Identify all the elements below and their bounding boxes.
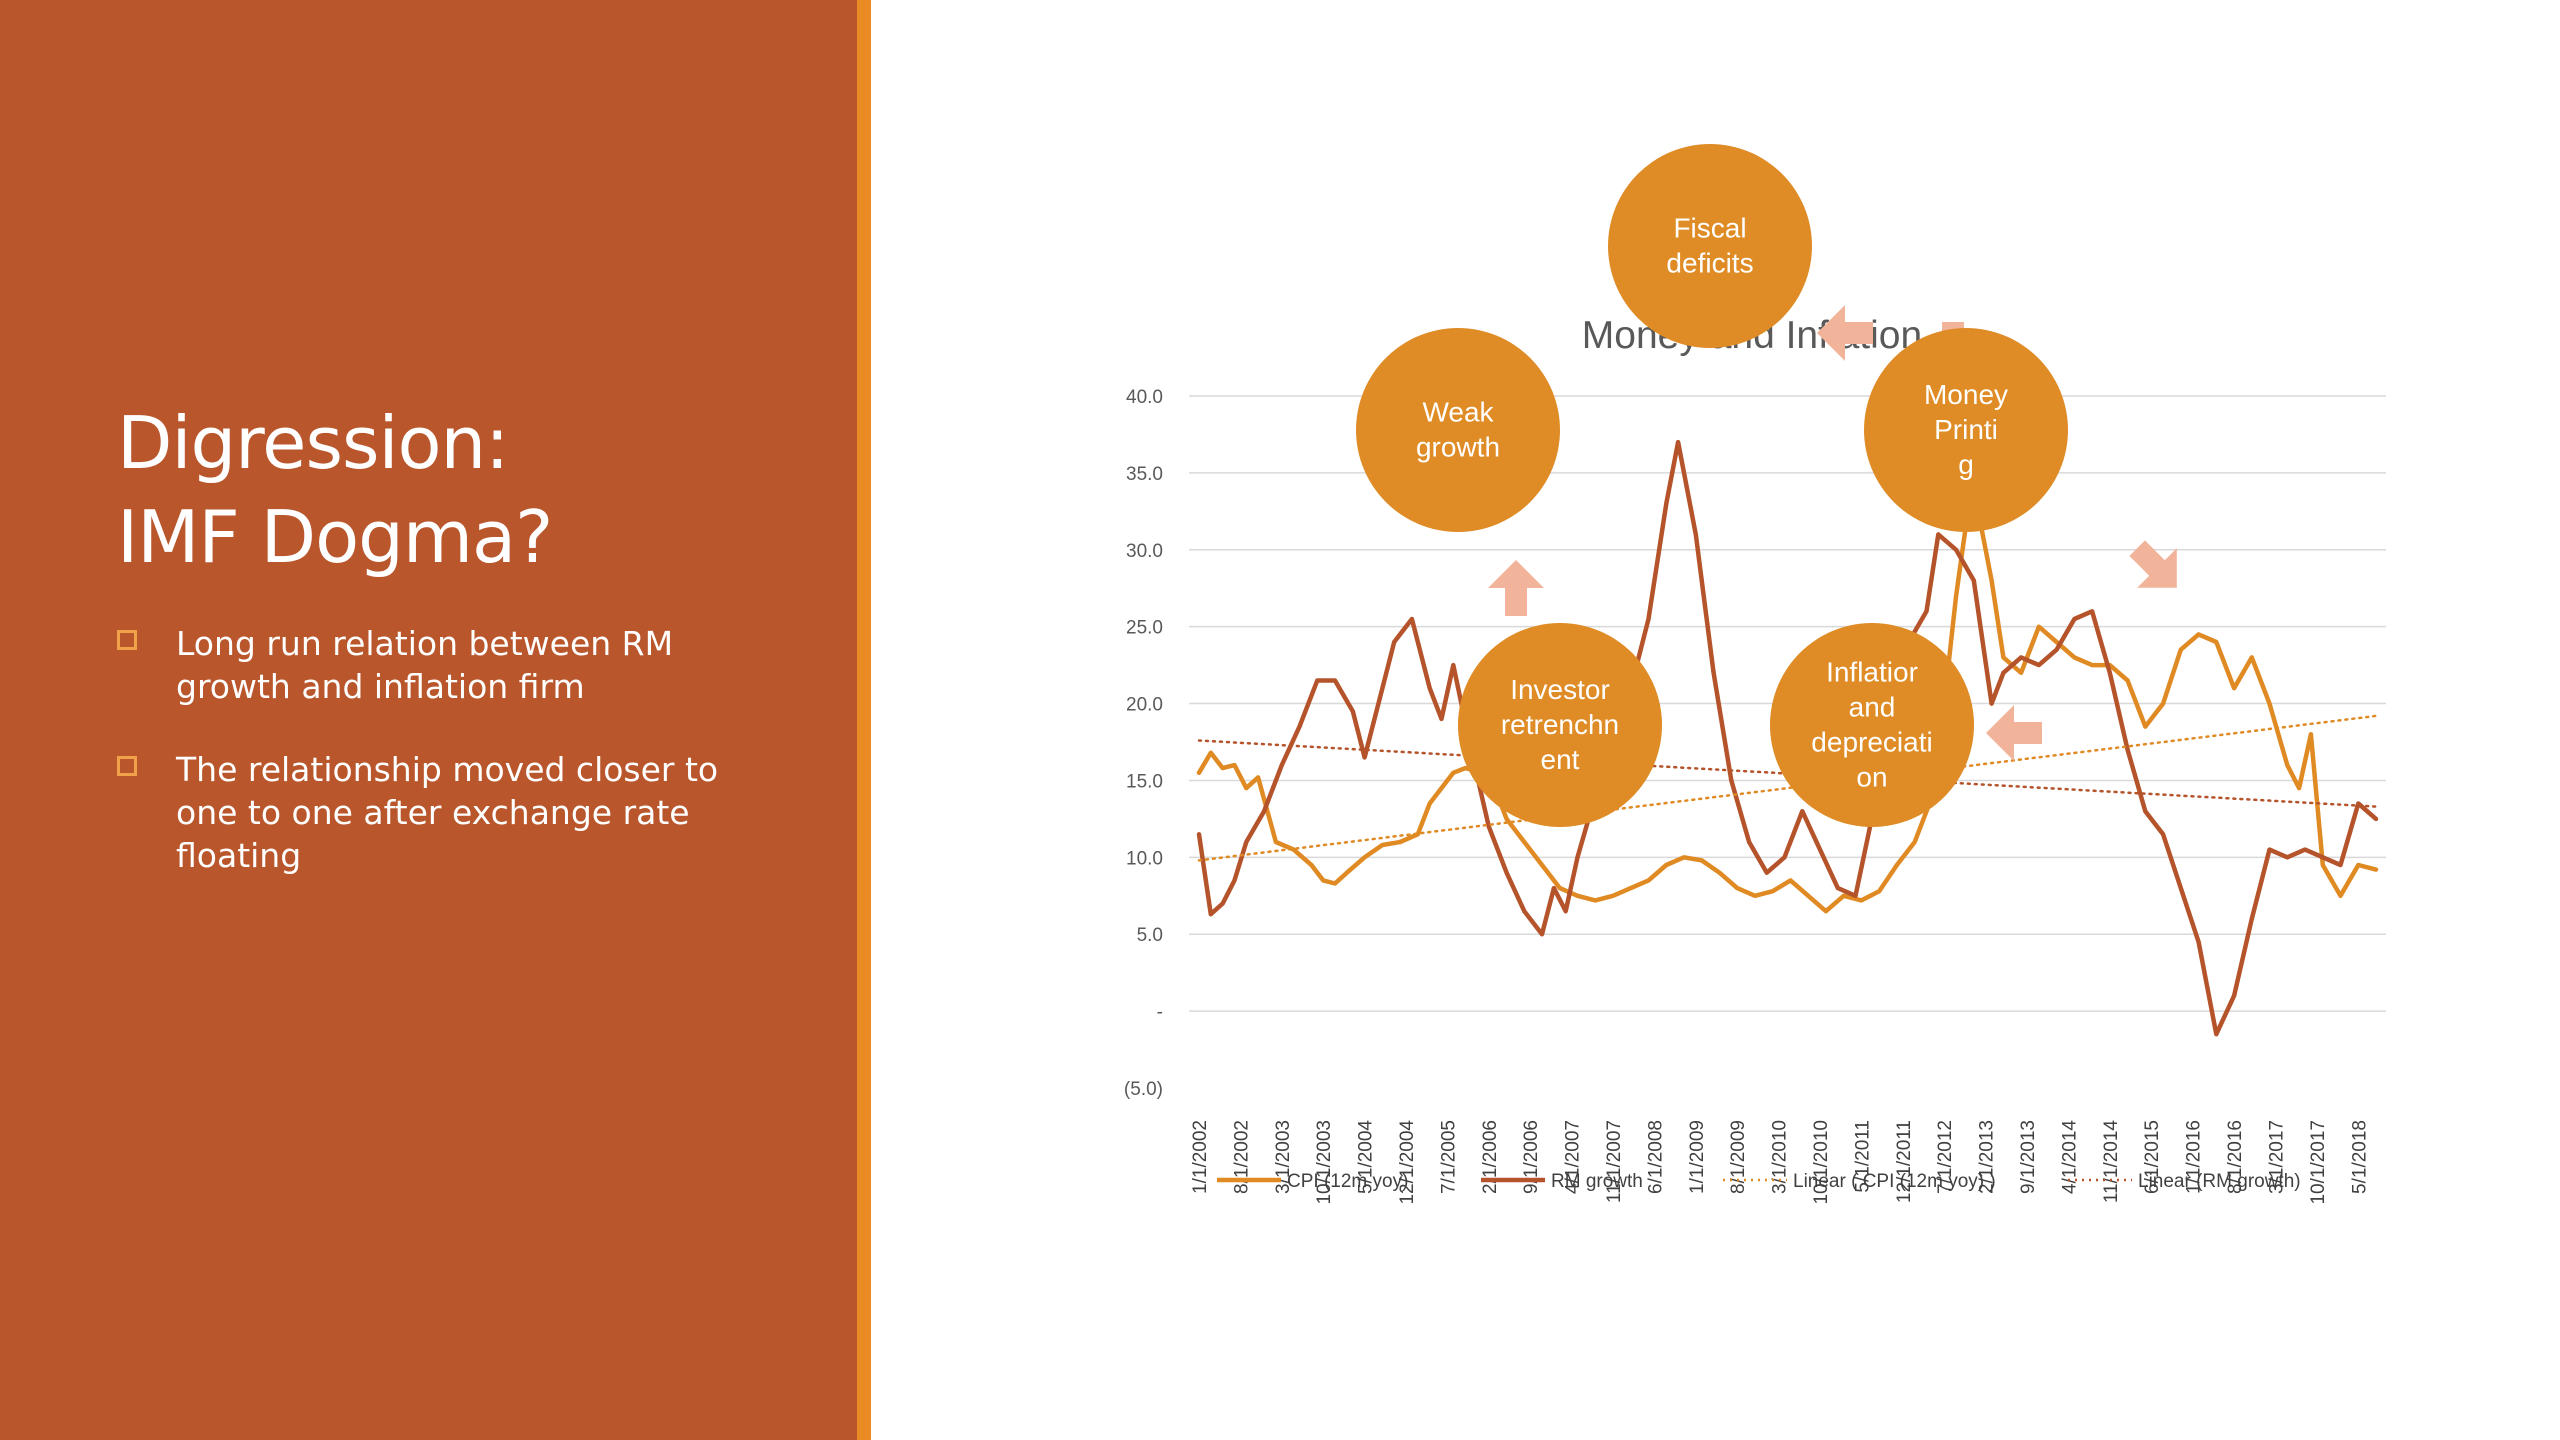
- x-tick-label: 8/1/2009: [1728, 1120, 1749, 1194]
- y-tick-label: (5.0): [1124, 1079, 1163, 1100]
- x-tick-label: 1/1/2009: [1687, 1120, 1708, 1194]
- bullet-item: The relationship moved closer to one to …: [117, 748, 757, 877]
- x-tick-label: 10/1/2017: [2308, 1120, 2329, 1205]
- cycle-node-label: depreciati: [1811, 727, 1932, 758]
- slide-title: Digression: IMF Dogma?: [117, 396, 817, 584]
- x-tick-label: 11/1/2014: [2101, 1120, 2122, 1204]
- slide-title-line-2: IMF Dogma?: [117, 495, 553, 579]
- x-axis-ticks: 1/1/2002 8/1/2002 3/1/2003 10/1/2003 5/1/200…: [1190, 1120, 2370, 1205]
- x-tick-label: 6/1/2015: [2142, 1120, 2163, 1194]
- bullet-list: Long run relation between RM growth and …: [117, 622, 757, 917]
- x-tick-label: 2/1/2013: [1977, 1120, 1998, 1194]
- x-tick-label: 1/1/2002: [1190, 1120, 1211, 1194]
- x-tick-label: 7/1/2012: [1935, 1120, 1956, 1194]
- bullet-text: The relationship moved closer to one to …: [176, 750, 719, 875]
- y-axis-ticks: 40.0 35.0 30.0 25.0 20.0 15.0 10.0 5.0 - (5.0): [1124, 387, 1163, 1100]
- x-tick-label: 5/1/2004: [1356, 1120, 1377, 1194]
- y-tick-label: 10.0: [1126, 848, 1163, 869]
- cycle-node-label: Fiscal: [1673, 213, 1746, 244]
- slide-title-line-1: Digression:: [117, 401, 509, 485]
- cycle-node-label: deficits: [1666, 248, 1753, 279]
- cycle-node-label: Weak: [1422, 397, 1494, 428]
- checkbox-bullet-icon: [117, 630, 137, 650]
- cycle-arrow-icon: [2129, 540, 2177, 588]
- chart-area: 40.0 35.0 30.0 25.0 20.0 15.0 10.0 5.0 - (5.0) 1/…: [871, 0, 2560, 1440]
- x-tick-label: 4/1/2014: [2059, 1120, 2080, 1194]
- x-tick-label: 7/1/2005: [1438, 1120, 1459, 1194]
- cycle-node-label: growth: [1416, 432, 1500, 463]
- bullet-text: Long run relation between RM growth and …: [176, 624, 674, 706]
- cycle-arrows: [1488, 305, 2177, 761]
- x-tick-label: 6/1/2008: [1645, 1120, 1666, 1194]
- x-tick-label: 3/1/2010: [1770, 1120, 1791, 1194]
- legend-label: RM growth: [1551, 1171, 1643, 1192]
- series-line-1: [1196, 439, 2379, 1037]
- cycle-node-label: on: [1856, 762, 1887, 793]
- cycle-node-fiscal: [1608, 144, 1812, 348]
- series-line-0: [1196, 509, 2379, 914]
- x-tick-label: 10/1/2003: [1314, 1120, 1335, 1205]
- x-tick-label: 12/1/2011: [1894, 1120, 1915, 1203]
- x-tick-label: 5/1/2011: [1852, 1120, 1873, 1193]
- series-line-2: [1197, 714, 2378, 862]
- cycle-node-label: Inflatior: [1826, 657, 1918, 688]
- money-inflation-chart: 40.0 35.0 30.0 25.0 20.0 15.0 10.0 5.0 - (5.0) 1/…: [1124, 144, 2386, 1205]
- cycle-diagram: Fiscal deficits Money Printi g Inflatior and de…: [1356, 144, 2068, 827]
- cycle-node-money: [1864, 328, 2068, 532]
- cycle-node-label: retrenchn: [1501, 709, 1619, 740]
- chart-legend: CPI (12m yoy) RM growth Linear ( CPI (12m …: [1217, 1171, 2301, 1192]
- checkbox-bullet-icon: [117, 756, 137, 776]
- cycle-node-label: g: [1958, 449, 1974, 480]
- bullet-item: Long run relation between RM growth and …: [117, 622, 757, 708]
- x-tick-label: 4/1/2007: [1563, 1120, 1584, 1194]
- cycle-node-label: ent: [1541, 744, 1580, 775]
- y-tick-label: 40.0: [1126, 387, 1163, 408]
- title-panel: [0, 0, 857, 1440]
- y-tick-label: 20.0: [1126, 695, 1163, 716]
- y-tick-label: 30.0: [1126, 541, 1163, 562]
- cycle-node-investor: [1458, 623, 1662, 827]
- x-tick-label: 5/1/2018: [2349, 1120, 2370, 1194]
- accent-divider: [857, 0, 871, 1440]
- cycle-node-label: Investor: [1510, 674, 1610, 705]
- x-tick-label: 9/1/2006: [1521, 1120, 1542, 1194]
- x-tick-label: 9/1/2013: [2018, 1120, 2039, 1194]
- cycle-arrow-icon: [1817, 305, 1873, 361]
- y-tick-label: 5.0: [1137, 925, 1163, 946]
- x-tick-label: 8/1/2002: [1231, 1120, 1252, 1194]
- y-tick-label: -: [1157, 1002, 1163, 1023]
- cycle-node-label: and: [1849, 692, 1896, 723]
- cycle-node-label: Money: [1924, 379, 2008, 410]
- cycle-arrow-icon: [1986, 705, 2042, 761]
- cycle-arrow-icon: [1488, 560, 1544, 616]
- x-tick-label: 2/1/2006: [1480, 1120, 1501, 1194]
- legend-label: Linear (RM growth): [2138, 1171, 2301, 1192]
- legend-label: Linear ( CPI (12m yoy) ): [1793, 1171, 1996, 1192]
- cycle-node-inflation: [1770, 623, 1974, 827]
- x-tick-label: 12/1/2004: [1397, 1120, 1418, 1205]
- x-tick-label: 11/1/2007: [1604, 1120, 1625, 1203]
- x-tick-label: 1/1/2016: [2184, 1120, 2205, 1194]
- legend-label: CPI (12m yoy): [1287, 1171, 1408, 1192]
- y-tick-label: 15.0: [1126, 771, 1163, 792]
- x-tick-label: 8/1/2016: [2225, 1120, 2246, 1194]
- y-tick-label: 25.0: [1126, 618, 1163, 639]
- cycle-node-weak: [1356, 328, 1560, 532]
- y-tick-label: 35.0: [1126, 464, 1163, 485]
- x-tick-label: 3/1/2003: [1273, 1120, 1294, 1194]
- x-tick-label: 10/1/2010: [1811, 1120, 1832, 1205]
- cycle-node-label: Printi: [1934, 414, 1998, 445]
- x-tick-label: 3/1/2017: [2266, 1120, 2287, 1194]
